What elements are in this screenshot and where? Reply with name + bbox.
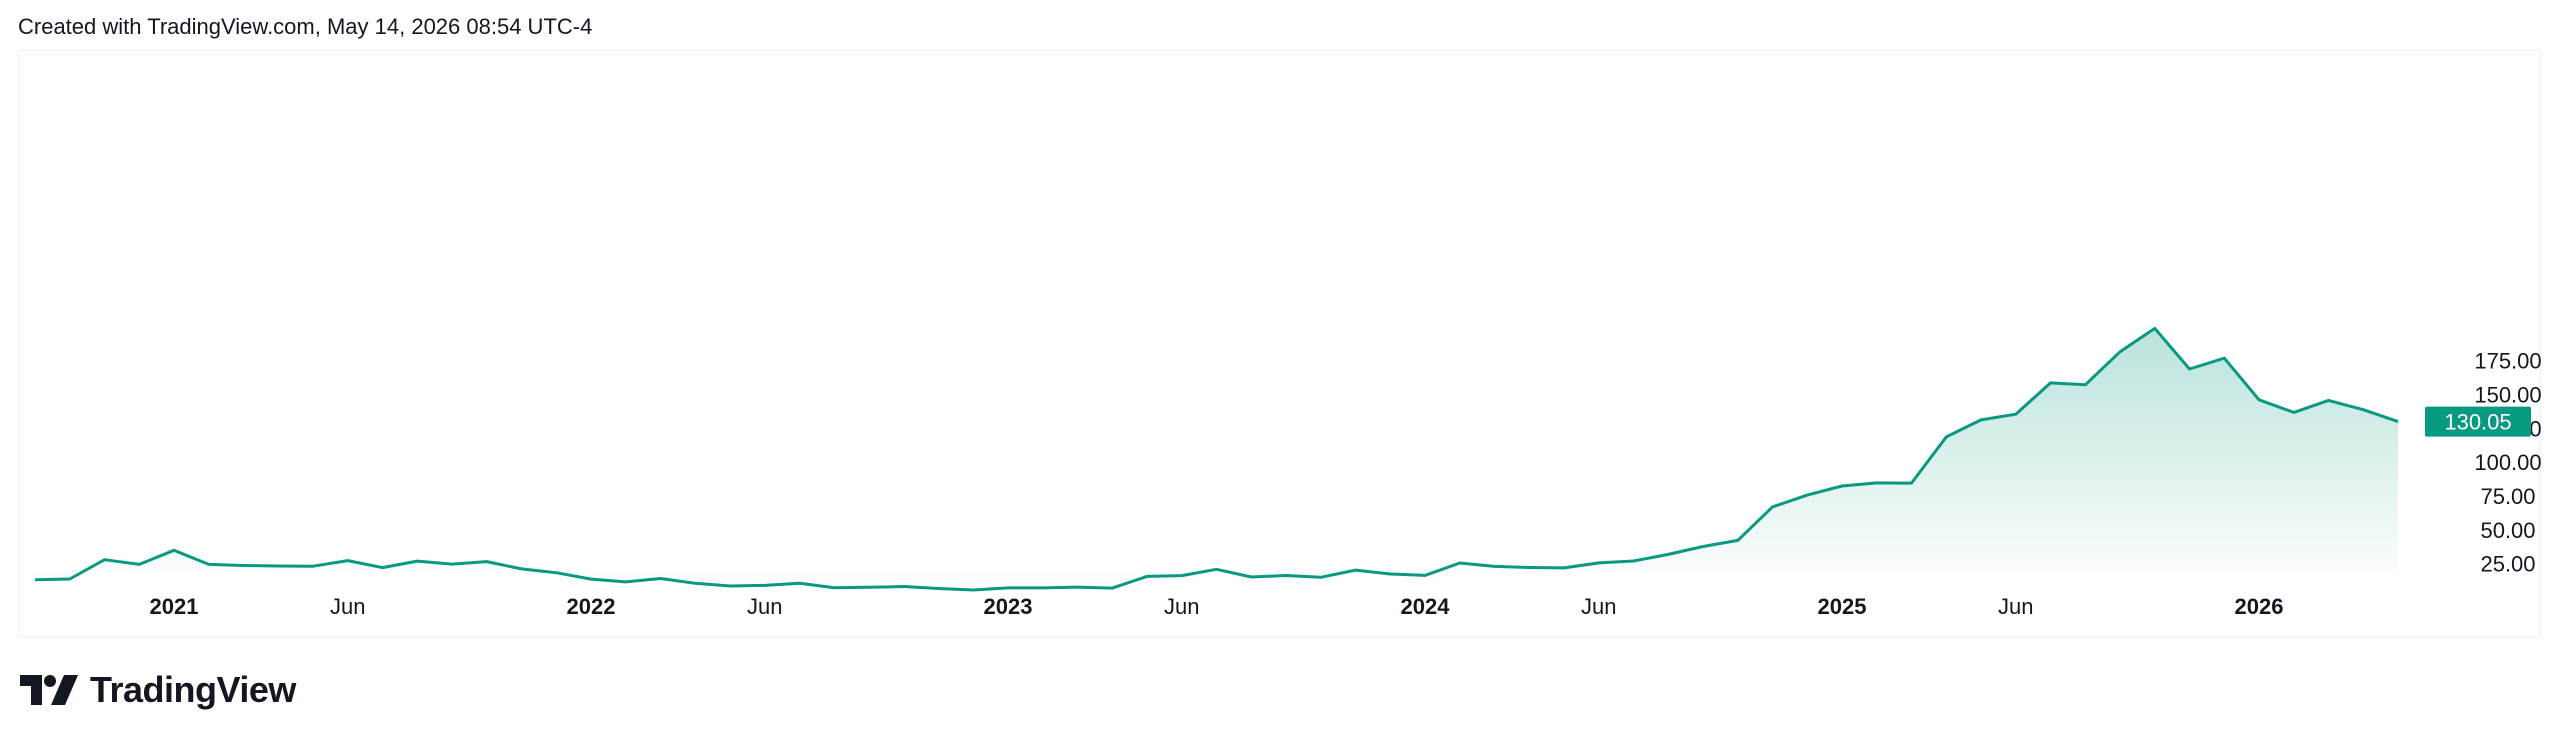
data-point[interactable]: [622, 578, 630, 586]
tradingview-logo-icon: [20, 675, 78, 705]
data-point[interactable]: [2394, 418, 2402, 426]
y-tick-label: 50.00: [2480, 518, 2535, 543]
data-point[interactable]: [552, 569, 560, 577]
data-point[interactable]: [379, 564, 387, 572]
last-price-badge: [2425, 406, 2531, 437]
data-point[interactable]: [101, 556, 109, 564]
data-point[interactable]: [1317, 573, 1325, 581]
data-point[interactable]: [518, 565, 526, 573]
data-point[interactable]: [483, 558, 491, 566]
data-point[interactable]: [2012, 410, 2020, 418]
data-point[interactable]: [2290, 408, 2298, 416]
data-point[interactable]: [2359, 406, 2367, 414]
data-point[interactable]: [1108, 584, 1116, 592]
data-point[interactable]: [2220, 354, 2228, 362]
data-point[interactable]: [170, 546, 178, 554]
y-tick-label: 100.00: [2474, 450, 2541, 475]
x-tick-label-year: 2026: [2235, 594, 2284, 619]
data-point[interactable]: [1282, 572, 1290, 580]
data-point[interactable]: [691, 579, 699, 587]
x-tick-label-month: Jun: [1998, 594, 2033, 619]
data-point[interactable]: [969, 586, 977, 594]
data-point[interactable]: [448, 560, 456, 568]
data-point[interactable]: [796, 579, 804, 587]
y-tick-label: 75.00: [2480, 484, 2535, 509]
data-point[interactable]: [1074, 583, 1082, 591]
data-point[interactable]: [1143, 572, 1151, 580]
data-point[interactable]: [31, 576, 39, 584]
x-tick-label-month: Jun: [330, 594, 365, 619]
x-tick-label-year: 2022: [567, 594, 616, 619]
y-tick-label: 175.00: [2474, 349, 2541, 374]
data-point[interactable]: [413, 557, 421, 565]
data-point[interactable]: [1630, 557, 1638, 565]
price-line[interactable]: [34, 326, 2399, 592]
data-point[interactable]: [761, 581, 769, 589]
data-point[interactable]: [2325, 396, 2333, 404]
data-point[interactable]: [2151, 324, 2159, 332]
x-tick-label-year: 2024: [1401, 594, 1451, 619]
data-point[interactable]: [1456, 559, 1464, 567]
data-point[interactable]: [1942, 433, 1950, 441]
data-point[interactable]: [935, 585, 943, 593]
data-point[interactable]: [830, 584, 838, 592]
x-tick-label-month: Jun: [1164, 594, 1199, 619]
brand-name: TradingView: [90, 669, 296, 710]
chart-frame: [18, 50, 2541, 637]
data-point[interactable]: [587, 575, 595, 583]
x-tick-label-year: 2025: [1818, 594, 1867, 619]
data-point[interactable]: [1595, 559, 1603, 567]
x-tick-label-year: 2023: [984, 594, 1033, 619]
last-price-label: 130.05: [2444, 410, 2511, 435]
x-tick-label-month: Jun: [747, 594, 782, 619]
data-point[interactable]: [1491, 562, 1499, 570]
data-point[interactable]: [2255, 396, 2263, 404]
data-point[interactable]: [1908, 479, 1916, 487]
data-point[interactable]: [1699, 543, 1707, 551]
data-point[interactable]: [1769, 503, 1777, 511]
data-point[interactable]: [1352, 566, 1360, 574]
data-point[interactable]: [1178, 572, 1186, 580]
data-point[interactable]: [309, 562, 317, 570]
y-tick-label: 150.00: [2474, 383, 2541, 408]
data-point[interactable]: [1838, 482, 1846, 490]
data-point[interactable]: [1039, 584, 1047, 592]
data-point[interactable]: [1803, 491, 1811, 499]
data-point[interactable]: [900, 583, 908, 591]
data-point[interactable]: [2186, 365, 2194, 373]
data-point[interactable]: [1664, 550, 1672, 558]
data-point[interactable]: [274, 562, 282, 570]
data-point[interactable]: [1247, 573, 1255, 581]
data-point[interactable]: [726, 582, 734, 590]
data-point[interactable]: [865, 583, 873, 591]
chart-caption: Created with TradingView.com, May 14, 20…: [18, 14, 593, 39]
data-point[interactable]: [1213, 565, 1221, 573]
price-chart[interactable]: 25.0050.0075.00100.00125.00150.00175.00 …: [0, 0, 2560, 660]
price-area-fill: [35, 328, 2398, 590]
y-tick-label: 25.00: [2480, 552, 2535, 577]
data-point[interactable]: [240, 562, 248, 570]
data-point[interactable]: [66, 575, 74, 583]
data-point[interactable]: [1421, 571, 1429, 579]
data-point[interactable]: [2047, 379, 2055, 387]
data-point[interactable]: [1977, 416, 1985, 424]
data-point[interactable]: [205, 560, 213, 568]
x-tick-label-year: 2021: [150, 594, 199, 619]
x-tick-label-month: Jun: [1581, 594, 1616, 619]
data-point[interactable]: [1525, 564, 1533, 572]
data-point[interactable]: [1734, 536, 1742, 544]
data-point[interactable]: [1004, 584, 1012, 592]
data-point[interactable]: [657, 575, 665, 583]
tradingview-logo[interactable]: TradingView: [20, 668, 296, 712]
data-point[interactable]: [1386, 570, 1394, 578]
data-point[interactable]: [135, 560, 143, 568]
data-point[interactable]: [2116, 348, 2124, 356]
data-point[interactable]: [2081, 381, 2089, 389]
data-point[interactable]: [1560, 564, 1568, 572]
data-point[interactable]: [1873, 479, 1881, 487]
data-point[interactable]: [344, 557, 352, 565]
